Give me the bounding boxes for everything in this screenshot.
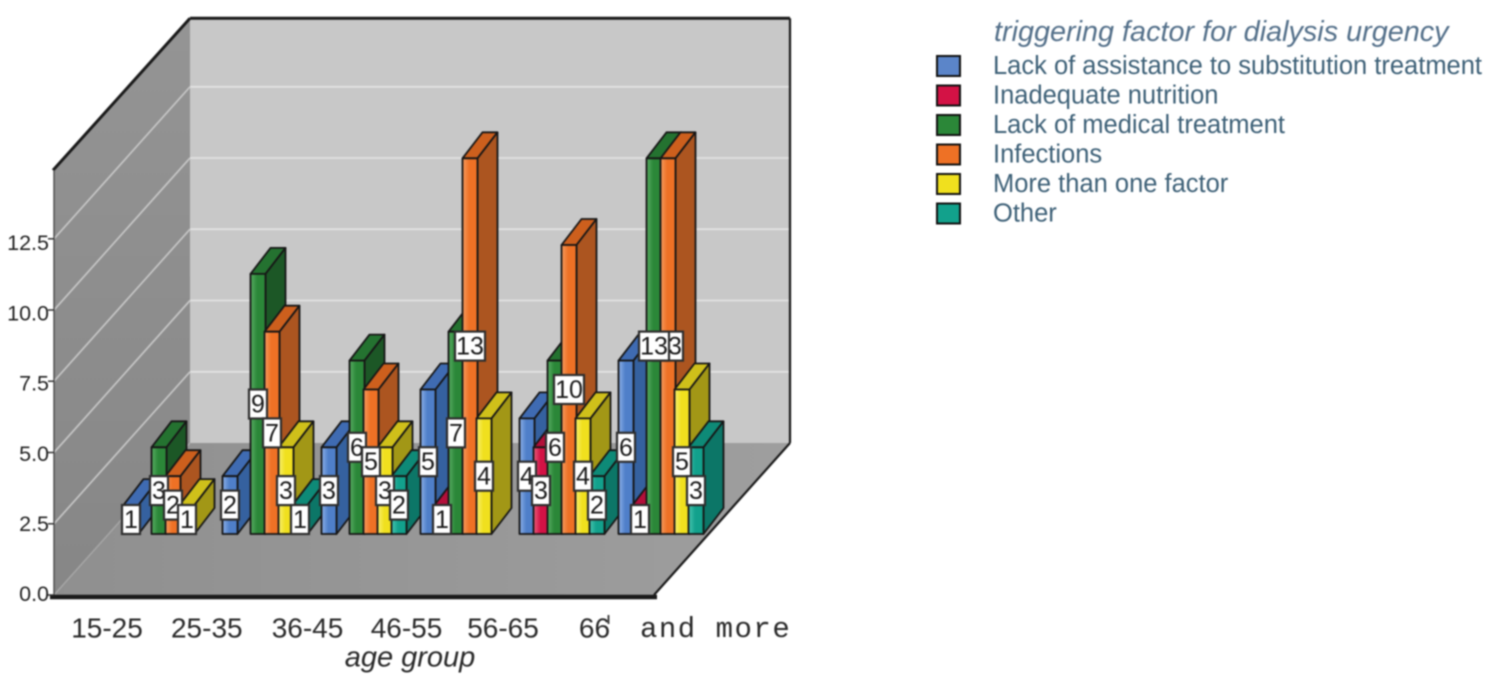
svg-text:age group: age group [345, 642, 476, 674]
svg-text:6: 6 [548, 434, 562, 462]
svg-text:0.0: 0.0 [19, 582, 49, 606]
svg-text:46-55: 46-55 [371, 613, 443, 644]
svg-text:7: 7 [449, 419, 463, 447]
svg-text:3: 3 [378, 477, 392, 505]
svg-text:3: 3 [152, 477, 166, 505]
svg-text:13: 13 [640, 333, 668, 361]
svg-text:2: 2 [590, 492, 604, 520]
svg-text:1: 1 [180, 506, 194, 534]
svg-text:10: 10 [555, 376, 583, 404]
svg-text:1: 1 [435, 506, 449, 534]
svg-text:triggering factor for dialysis: triggering factor for dialysis urgency [994, 16, 1450, 48]
svg-text:25-35: 25-35 [171, 613, 243, 644]
svg-text:Inadequate nutrition: Inadequate nutrition [993, 82, 1218, 110]
svg-text:6: 6 [619, 434, 633, 462]
svg-text:1: 1 [293, 506, 307, 534]
svg-text:7.5: 7.5 [19, 372, 49, 396]
svg-text:3: 3 [534, 477, 548, 505]
svg-text:2: 2 [166, 492, 180, 520]
svg-text:5: 5 [421, 448, 435, 476]
svg-text:Lack of medical treatment: Lack of medical treatment [993, 111, 1285, 139]
svg-text:Infections: Infections [993, 141, 1102, 169]
svg-text:10.0: 10.0 [7, 301, 49, 325]
svg-text:7: 7 [265, 419, 279, 447]
svg-text:1: 1 [633, 506, 647, 534]
svg-text:4: 4 [477, 463, 491, 491]
svg-text:2: 2 [392, 492, 406, 520]
svg-text:3: 3 [279, 477, 293, 505]
svg-text:66: 66 [579, 613, 610, 644]
svg-text:More than one factor: More than one factor [993, 170, 1229, 198]
svg-text:13: 13 [456, 333, 484, 361]
svg-text:2.5: 2.5 [19, 512, 49, 536]
svg-text:4: 4 [520, 463, 534, 491]
svg-text:3: 3 [689, 477, 703, 505]
svg-text:6: 6 [350, 434, 364, 462]
svg-text:and more: and more [640, 613, 791, 646]
svg-text:4: 4 [576, 463, 590, 491]
svg-text:56-65: 56-65 [467, 613, 539, 644]
svg-text:Lack of assistance to substitu: Lack of assistance to substitution treat… [993, 52, 1482, 80]
svg-text:5: 5 [364, 448, 378, 476]
svg-text:36-45: 36-45 [272, 613, 344, 644]
svg-text:9: 9 [251, 391, 265, 419]
svg-text:3: 3 [322, 477, 336, 505]
svg-text:12.5: 12.5 [7, 231, 49, 255]
svg-text:1: 1 [124, 506, 138, 534]
svg-text:5.0: 5.0 [19, 442, 49, 466]
svg-text:15-25: 15-25 [71, 613, 143, 644]
svg-text:2: 2 [223, 492, 237, 520]
svg-text:5: 5 [675, 448, 689, 476]
svg-text:Other: Other [993, 200, 1057, 228]
